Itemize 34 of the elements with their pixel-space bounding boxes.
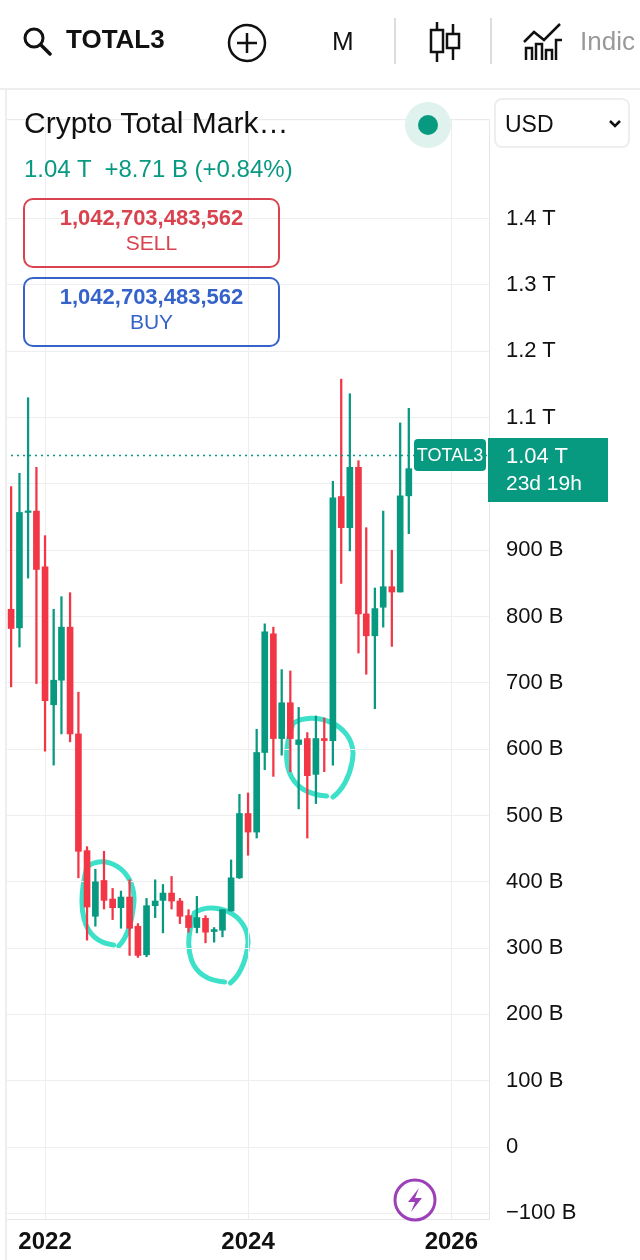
y-tick-label: 300 B — [506, 934, 564, 960]
y-tick-label: 900 B — [506, 536, 564, 562]
annotation: SELL — [124, 231, 179, 255]
ref-line-label: 1.04 T — [506, 443, 569, 470]
text: USD — [505, 111, 554, 138]
chart-title: Crypto Total Mark… — [24, 106, 289, 140]
x-tick-label: 2026 — [424, 1227, 479, 1255]
y-tick-label: 800 B — [506, 602, 564, 628]
y-tick-label: 500 B — [506, 801, 564, 827]
candlestick — [109, 888, 116, 920]
annotation: 1,042,703,483,562 — [58, 205, 245, 231]
y-tick-label: 100 B — [506, 1066, 564, 1092]
text: 1.04 T +8.71 B (+0.84%) — [24, 155, 293, 183]
x-tick-label: 2024 — [221, 1227, 276, 1255]
y-tick-label: 0 — [506, 1133, 519, 1159]
y-tick-label: 1.1 T — [506, 403, 556, 429]
y-tick-label: 1.4 T — [506, 204, 556, 230]
text: 23d 19h — [506, 471, 583, 496]
y-tick-label: 700 B — [506, 668, 564, 694]
y-tick-label: 600 B — [506, 735, 564, 761]
y-tick-label: 400 B — [506, 867, 564, 893]
y-tick-label: −100 B — [506, 1199, 577, 1225]
annotation: 1,042,703,483,562 — [58, 284, 245, 310]
annotation: BUY — [128, 310, 175, 334]
text: TOTAL3 — [66, 24, 165, 55]
text: Indic — [580, 26, 635, 57]
text: M — [332, 26, 354, 57]
y-tick-label: 1.2 T — [506, 337, 556, 363]
y-tick-label: 1.3 T — [506, 271, 556, 297]
x-tick-label: 2022 — [18, 1227, 72, 1255]
annotation: TOTAL3 — [414, 439, 486, 472]
candlestick — [33, 467, 40, 684]
candlestick — [168, 876, 175, 910]
y-tick-label: 200 B — [506, 1000, 564, 1026]
